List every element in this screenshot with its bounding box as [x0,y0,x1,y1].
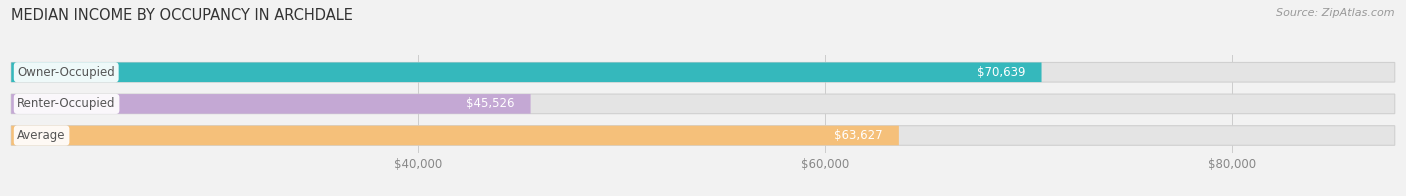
Text: Renter-Occupied: Renter-Occupied [17,97,115,110]
Text: $63,627: $63,627 [834,129,883,142]
Text: Average: Average [17,129,66,142]
FancyBboxPatch shape [11,94,1395,114]
Text: $70,639: $70,639 [977,66,1025,79]
Text: $45,526: $45,526 [465,97,515,110]
FancyBboxPatch shape [11,63,1395,82]
FancyBboxPatch shape [11,126,898,145]
FancyBboxPatch shape [11,63,1042,82]
FancyBboxPatch shape [11,126,1395,145]
FancyBboxPatch shape [11,94,530,114]
Text: MEDIAN INCOME BY OCCUPANCY IN ARCHDALE: MEDIAN INCOME BY OCCUPANCY IN ARCHDALE [11,8,353,23]
Text: Source: ZipAtlas.com: Source: ZipAtlas.com [1277,8,1395,18]
Text: Owner-Occupied: Owner-Occupied [17,66,115,79]
